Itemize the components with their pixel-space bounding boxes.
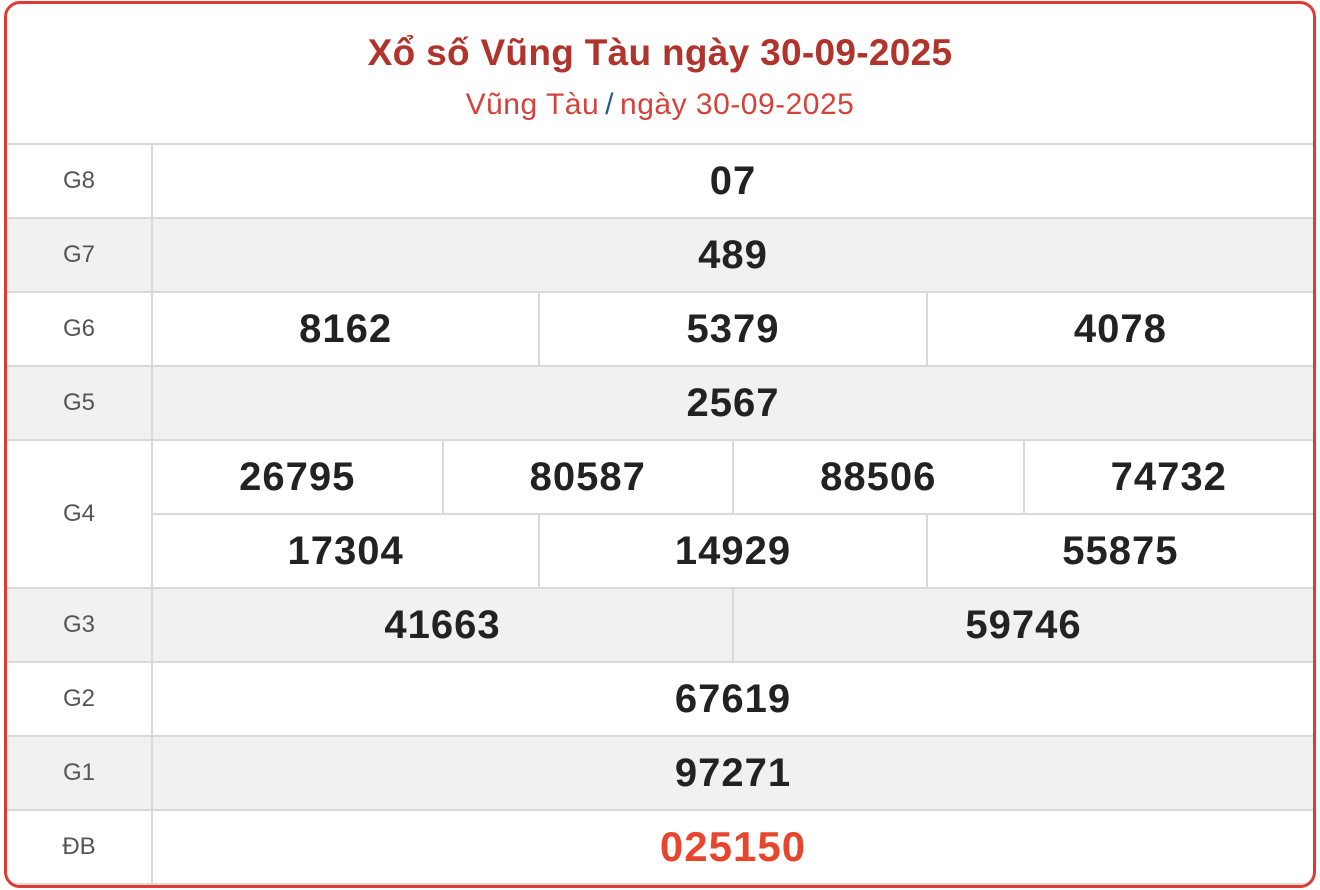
prize-values: 07: [153, 145, 1313, 217]
prize-subrow: 67619: [153, 663, 1313, 735]
prize-number: 17304: [287, 528, 404, 573]
prize-number: 489: [698, 232, 768, 277]
breadcrumb: Vũng Tàu / ngày 30-09-2025: [7, 88, 1313, 122]
prize-row-đb: ĐB 025150: [7, 811, 1313, 885]
prize-values: 26795 80587 88506 74732 17304 14929 55875: [153, 441, 1313, 587]
prize-number: 97271: [674, 750, 792, 795]
prize-values: 025150: [153, 811, 1313, 883]
prize-label: G3: [7, 589, 153, 661]
prize-subrow: 41663 59746: [153, 589, 1313, 661]
prize-values: 8162 5379 4078: [153, 293, 1313, 365]
result-header: Xổ số Vũng Tàu ngày 30-09-2025 Vũng Tàu /…: [7, 4, 1313, 145]
prize-number: 07: [709, 158, 757, 203]
prize-row-g7: G7 489: [7, 219, 1313, 293]
prize-number: 41663: [384, 602, 501, 647]
breadcrumb-province-link[interactable]: Vũng Tàu: [465, 88, 600, 121]
prize-number: 59746: [732, 589, 1313, 661]
prize-subrow: 8162 5379 4078: [153, 293, 1313, 365]
special-prize-number: 025150: [659, 823, 807, 870]
prize-row-g6: G6 8162 5379 4078: [7, 293, 1313, 367]
prize-number: 67619: [674, 676, 792, 721]
prize-label: G6: [7, 293, 153, 365]
prize-subrow: 025150: [153, 811, 1313, 883]
prize-subrow: 489: [153, 219, 1313, 291]
prize-number: 8162: [299, 306, 393, 351]
prize-subrow: 97271: [153, 737, 1313, 809]
prize-number: 2567: [686, 380, 780, 425]
prize-row-g3: G3 41663 59746: [7, 589, 1313, 663]
prize-label: G8: [7, 145, 153, 217]
prize-number: 55875: [925, 515, 1313, 587]
prize-subrow: 26795 80587 88506 74732: [153, 441, 1313, 513]
prize-values: 67619: [153, 663, 1313, 735]
prize-label: G1: [7, 737, 153, 809]
prize-label: G5: [7, 367, 153, 439]
prize-values: 41663 59746: [153, 589, 1313, 661]
breadcrumb-separator: /: [605, 88, 615, 121]
prize-number: 14929: [538, 515, 925, 587]
prize-label: G4: [7, 441, 153, 587]
prize-subrow: 07: [153, 145, 1313, 217]
lottery-result-card: Xổ số Vũng Tàu ngày 30-09-2025 Vũng Tàu /…: [4, 1, 1316, 888]
prize-row-g2: G2 67619: [7, 663, 1313, 737]
page-title: Xổ số Vũng Tàu ngày 30-09-2025: [367, 32, 953, 73]
prize-row-g5: G5 2567: [7, 367, 1313, 441]
prize-number: 4078: [925, 293, 1313, 365]
prize-row-g1: G1 97271: [7, 737, 1313, 811]
prize-label: G2: [7, 663, 153, 735]
prize-values: 2567: [153, 367, 1313, 439]
breadcrumb-date-link[interactable]: ngày 30-09-2025: [620, 88, 855, 121]
prize-subrow: 2567: [153, 367, 1313, 439]
prize-label: ĐB: [7, 811, 153, 883]
prize-label: G7: [7, 219, 153, 291]
prize-row-g8: G8 07: [7, 145, 1313, 219]
prize-row-g4: G4 26795 80587 88506 74732 17304 14929 55875: [7, 441, 1313, 589]
prize-values: 97271: [153, 737, 1313, 809]
prize-number: 74732: [1022, 441, 1314, 513]
prize-values: 489: [153, 219, 1313, 291]
prize-number: 80587: [441, 441, 733, 513]
prize-subrow: 17304 14929 55875: [153, 513, 1313, 587]
prize-number: 26795: [239, 454, 356, 499]
prize-table: G8 07 G7 489 G6 8162 5379 4078 G5 2567 G4 26795 8058…: [7, 145, 1313, 885]
prize-number: 88506: [732, 441, 1023, 513]
prize-number: 5379: [538, 293, 925, 365]
